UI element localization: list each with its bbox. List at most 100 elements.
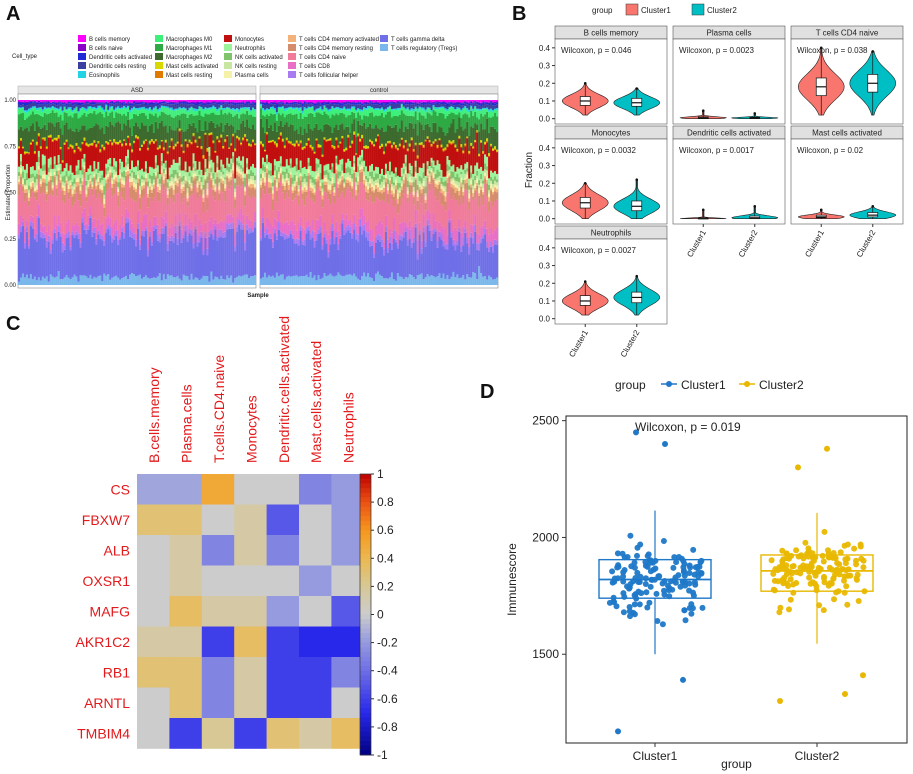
stacked-bar-segment <box>55 105 58 108</box>
stacked-bar-segment <box>349 103 352 105</box>
stacked-bar-segment <box>414 223 417 228</box>
stacked-bar-segment <box>33 192 36 198</box>
stacked-bar-segment <box>420 240 423 249</box>
stacked-bar-segment <box>293 186 296 191</box>
stacked-bar-segment <box>18 181 21 185</box>
stacked-bar-segment <box>81 184 84 191</box>
stacked-bar-segment <box>69 100 72 102</box>
stacked-bar-segment <box>287 143 290 166</box>
stacked-bar-segment <box>45 148 48 150</box>
stacked-bar-segment <box>190 194 193 222</box>
stacked-bar-segment <box>279 134 282 136</box>
stacked-bar-segment <box>75 178 78 182</box>
stacked-bar-segment <box>299 160 302 168</box>
stacked-bar-segment <box>174 214 177 226</box>
stacked-bar-segment <box>408 101 411 103</box>
stacked-bar-segment <box>55 180 58 185</box>
stacked-bar-segment <box>321 111 324 115</box>
stacked-bar-segment <box>127 178 130 212</box>
stacked-bar-segment <box>111 180 114 184</box>
stacked-bar-segment <box>224 142 227 169</box>
stacked-bar-segment <box>166 132 169 152</box>
stacked-bar-segment <box>273 100 277 102</box>
stacked-bar-segment <box>101 147 104 171</box>
stacked-bar-segment <box>146 104 150 109</box>
stacked-bar-segment <box>380 102 384 105</box>
stacked-bar-segment <box>260 108 263 119</box>
stacked-bar-segment <box>37 150 40 157</box>
stacked-bar-segment <box>33 107 36 115</box>
stacked-bar-segment <box>131 172 134 178</box>
stacked-bar-segment <box>230 145 233 159</box>
stacked-bar-segment <box>349 145 352 148</box>
stacked-bar-segment <box>428 141 431 143</box>
stacked-bar-segment <box>456 150 459 152</box>
stacked-bar-segment <box>406 245 409 278</box>
stacked-bar-segment <box>97 230 100 235</box>
stacked-bar-segment <box>402 103 405 106</box>
stacked-bar-segment <box>91 100 94 102</box>
stacked-bar-segment <box>188 279 191 285</box>
stacked-bar-segment <box>154 121 157 140</box>
stacked-bar-segment <box>311 185 314 189</box>
stacked-bar-segment <box>81 115 84 126</box>
stacked-bar-segment <box>240 108 243 115</box>
stacked-bar-segment <box>107 144 110 146</box>
stacked-bar-segment <box>333 203 336 229</box>
stacked-bar-segment <box>135 184 138 189</box>
stacked-bar-segment <box>252 230 255 233</box>
stacked-bar-segment <box>202 130 205 156</box>
stacked-bar-segment <box>97 234 100 277</box>
stacked-bar-segment <box>331 101 334 103</box>
stacked-bar-segment <box>422 181 425 186</box>
stacked-bar-segment <box>140 112 144 123</box>
stacked-bar-segment <box>349 185 352 192</box>
stacked-bar-segment <box>234 251 237 279</box>
stacked-bar-segment <box>365 145 368 149</box>
legend-swatch <box>78 53 86 60</box>
stacked-bar-segment <box>53 104 56 108</box>
stacked-bar-segment <box>121 145 124 147</box>
stacked-bar-segment <box>261 189 265 208</box>
stacked-bar-segment <box>396 273 399 285</box>
stacked-bar-segment <box>35 104 38 108</box>
stacked-bar-segment <box>212 172 215 179</box>
stacked-bar-segment <box>250 145 253 147</box>
stacked-bar-segment <box>321 179 324 183</box>
stacked-bar-segment <box>190 113 193 126</box>
stacked-bar-segment <box>297 102 300 105</box>
stacked-bar-segment <box>220 182 223 191</box>
stacked-bar-segment <box>71 147 74 149</box>
stacked-bar-segment <box>424 241 427 247</box>
stacked-bar-segment <box>367 181 370 187</box>
stacked-bar-segment <box>359 172 362 183</box>
stacked-bar-segment <box>236 165 239 168</box>
stacked-bar-segment <box>313 184 316 189</box>
stacked-bar-segment <box>363 184 366 189</box>
stacked-bar-segment <box>131 160 134 171</box>
stacked-bar-segment <box>212 223 215 236</box>
stacked-bar-segment <box>353 102 356 105</box>
stacked-bar-segment <box>353 182 356 215</box>
stacked-bar-segment <box>244 250 247 275</box>
stacked-bar-segment <box>303 166 306 174</box>
stacked-bar-segment <box>402 131 405 146</box>
stacked-bar-segment <box>319 190 322 197</box>
stacked-bar-segment <box>380 101 384 103</box>
stacked-bar-segment <box>460 177 463 183</box>
stacked-bar-segment <box>462 103 465 106</box>
stacked-bar-segment <box>164 225 167 280</box>
stacked-bar-segment <box>367 106 370 109</box>
legend-swatch <box>224 71 232 78</box>
stacked-bar-segment <box>281 183 284 186</box>
stacked-bar-segment <box>148 100 152 102</box>
stacked-bar-segment <box>180 280 183 285</box>
stacked-bar-segment <box>252 195 255 226</box>
stacked-bar-segment <box>327 275 330 285</box>
stacked-bar-segment <box>18 184 21 196</box>
stacked-bar-segment <box>79 206 82 234</box>
stacked-bar-segment <box>57 170 60 175</box>
stacked-bar-segment <box>392 108 396 110</box>
stacked-bar-segment <box>41 138 44 140</box>
stacked-bar-segment <box>115 103 118 108</box>
